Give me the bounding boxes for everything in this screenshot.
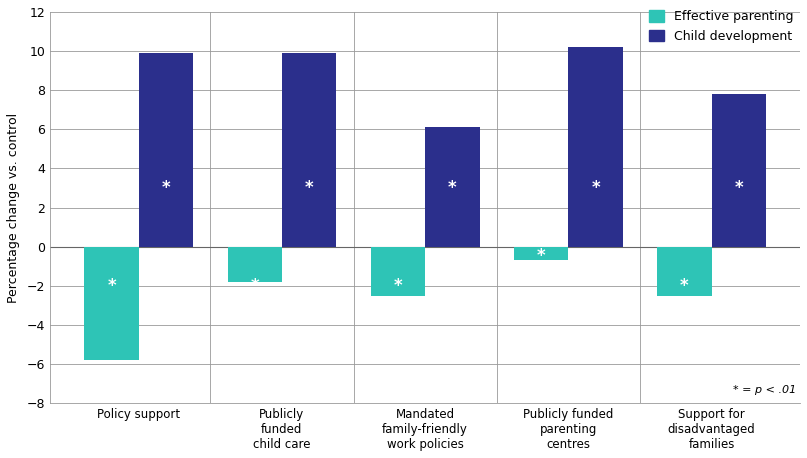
Bar [282, 53, 337, 247]
Text: *: * [107, 277, 116, 295]
Bar [370, 247, 425, 295]
Text: *: * [161, 179, 170, 197]
Bar [514, 247, 568, 261]
Text: *: * [448, 179, 457, 197]
Text: *: * [305, 179, 313, 197]
Bar [85, 247, 139, 360]
Bar [139, 53, 193, 247]
Legend: Effective parenting, Child development: Effective parenting, Child development [650, 11, 794, 43]
Text: * = p < .01: * = p < .01 [733, 385, 797, 395]
Bar [712, 94, 766, 247]
Y-axis label: Percentage change vs. control: Percentage change vs. control [7, 113, 20, 303]
Text: *: * [592, 179, 600, 197]
Text: *: * [734, 179, 743, 197]
Bar [657, 247, 712, 295]
Bar [425, 127, 479, 247]
Text: *: * [537, 247, 546, 266]
Bar [228, 247, 282, 282]
Text: *: * [394, 277, 402, 295]
Text: *: * [680, 277, 688, 295]
Text: *: * [250, 277, 259, 295]
Bar [568, 47, 623, 247]
